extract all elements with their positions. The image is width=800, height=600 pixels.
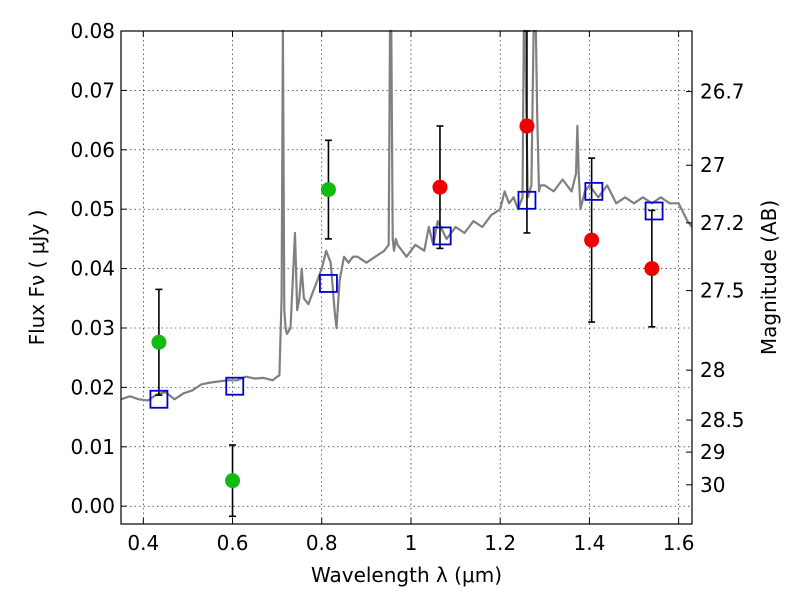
spectrum-series bbox=[120, 29, 693, 402]
y2-axis-ticks: 26.7 27 27.2 27.5 28 28.5 29 30 bbox=[686, 80, 745, 497]
y2-tick-label: 27 bbox=[700, 153, 725, 177]
y2-tick-label: 27.5 bbox=[700, 279, 745, 303]
model-point-square bbox=[644, 201, 664, 221]
y-tick-label: 0.01 bbox=[70, 435, 115, 459]
y-tick-label: 0.02 bbox=[70, 375, 115, 399]
model-point-square bbox=[225, 376, 245, 396]
observed-point bbox=[432, 179, 448, 195]
y2-tick-label: 28.5 bbox=[700, 408, 745, 432]
spectrum-line bbox=[120, 29, 693, 402]
data-markers bbox=[149, 118, 664, 489]
x-axis-label: Wavelength λ (μm) bbox=[311, 563, 502, 587]
model-point-square bbox=[517, 190, 537, 210]
error-bars bbox=[155, 30, 656, 518]
y2-tick-label: 27.2 bbox=[700, 211, 745, 235]
model-point-square bbox=[584, 181, 604, 201]
x-tick-label: 1 bbox=[405, 531, 418, 555]
y-tick-label: 0.03 bbox=[70, 316, 115, 340]
observed-point bbox=[151, 334, 167, 350]
x-tick-label: 1.6 bbox=[663, 531, 695, 555]
y-tick-label: 0.04 bbox=[70, 257, 115, 281]
y-tick-label: 0.05 bbox=[70, 197, 115, 221]
y-tick-label: 0.06 bbox=[70, 138, 115, 162]
x-tick-label: 0.6 bbox=[217, 531, 249, 555]
model-point-square bbox=[149, 389, 169, 409]
model-point-square bbox=[432, 226, 452, 246]
x-axis-ticks: 0.4 0.6 0.8 1 1.2 1.4 1.6 bbox=[127, 31, 695, 555]
x-tick-label: 1.2 bbox=[484, 531, 516, 555]
y2-tick-label: 26.7 bbox=[700, 80, 745, 104]
y-axis-ticks: 0.00 0.01 0.02 0.03 0.04 0.05 0.06 0.07 0.08 bbox=[70, 19, 127, 518]
plot-frame bbox=[120, 30, 693, 525]
y-axis-label: Flux Fν ( μJy ) bbox=[25, 210, 49, 346]
observed-point bbox=[644, 261, 660, 277]
observed-point bbox=[225, 473, 241, 489]
x-tick-label: 0.8 bbox=[306, 531, 338, 555]
y2-axis-label: Magnitude (AB) bbox=[757, 200, 781, 355]
y2-tick-label: 30 bbox=[700, 473, 725, 497]
y-tick-label: 0.00 bbox=[70, 494, 115, 518]
y2-tick-label: 29 bbox=[700, 440, 725, 464]
y-tick-label: 0.08 bbox=[70, 19, 115, 43]
observed-point bbox=[519, 118, 535, 134]
x-tick-label: 1.4 bbox=[573, 531, 605, 555]
y-tick-label: 0.07 bbox=[70, 78, 115, 102]
y2-tick-label: 28 bbox=[700, 358, 725, 382]
x-tick-label: 0.4 bbox=[127, 531, 159, 555]
observed-point bbox=[320, 182, 336, 198]
model-point-square bbox=[319, 274, 338, 293]
grid-lines bbox=[121, 30, 692, 524]
observed-point bbox=[584, 232, 600, 248]
